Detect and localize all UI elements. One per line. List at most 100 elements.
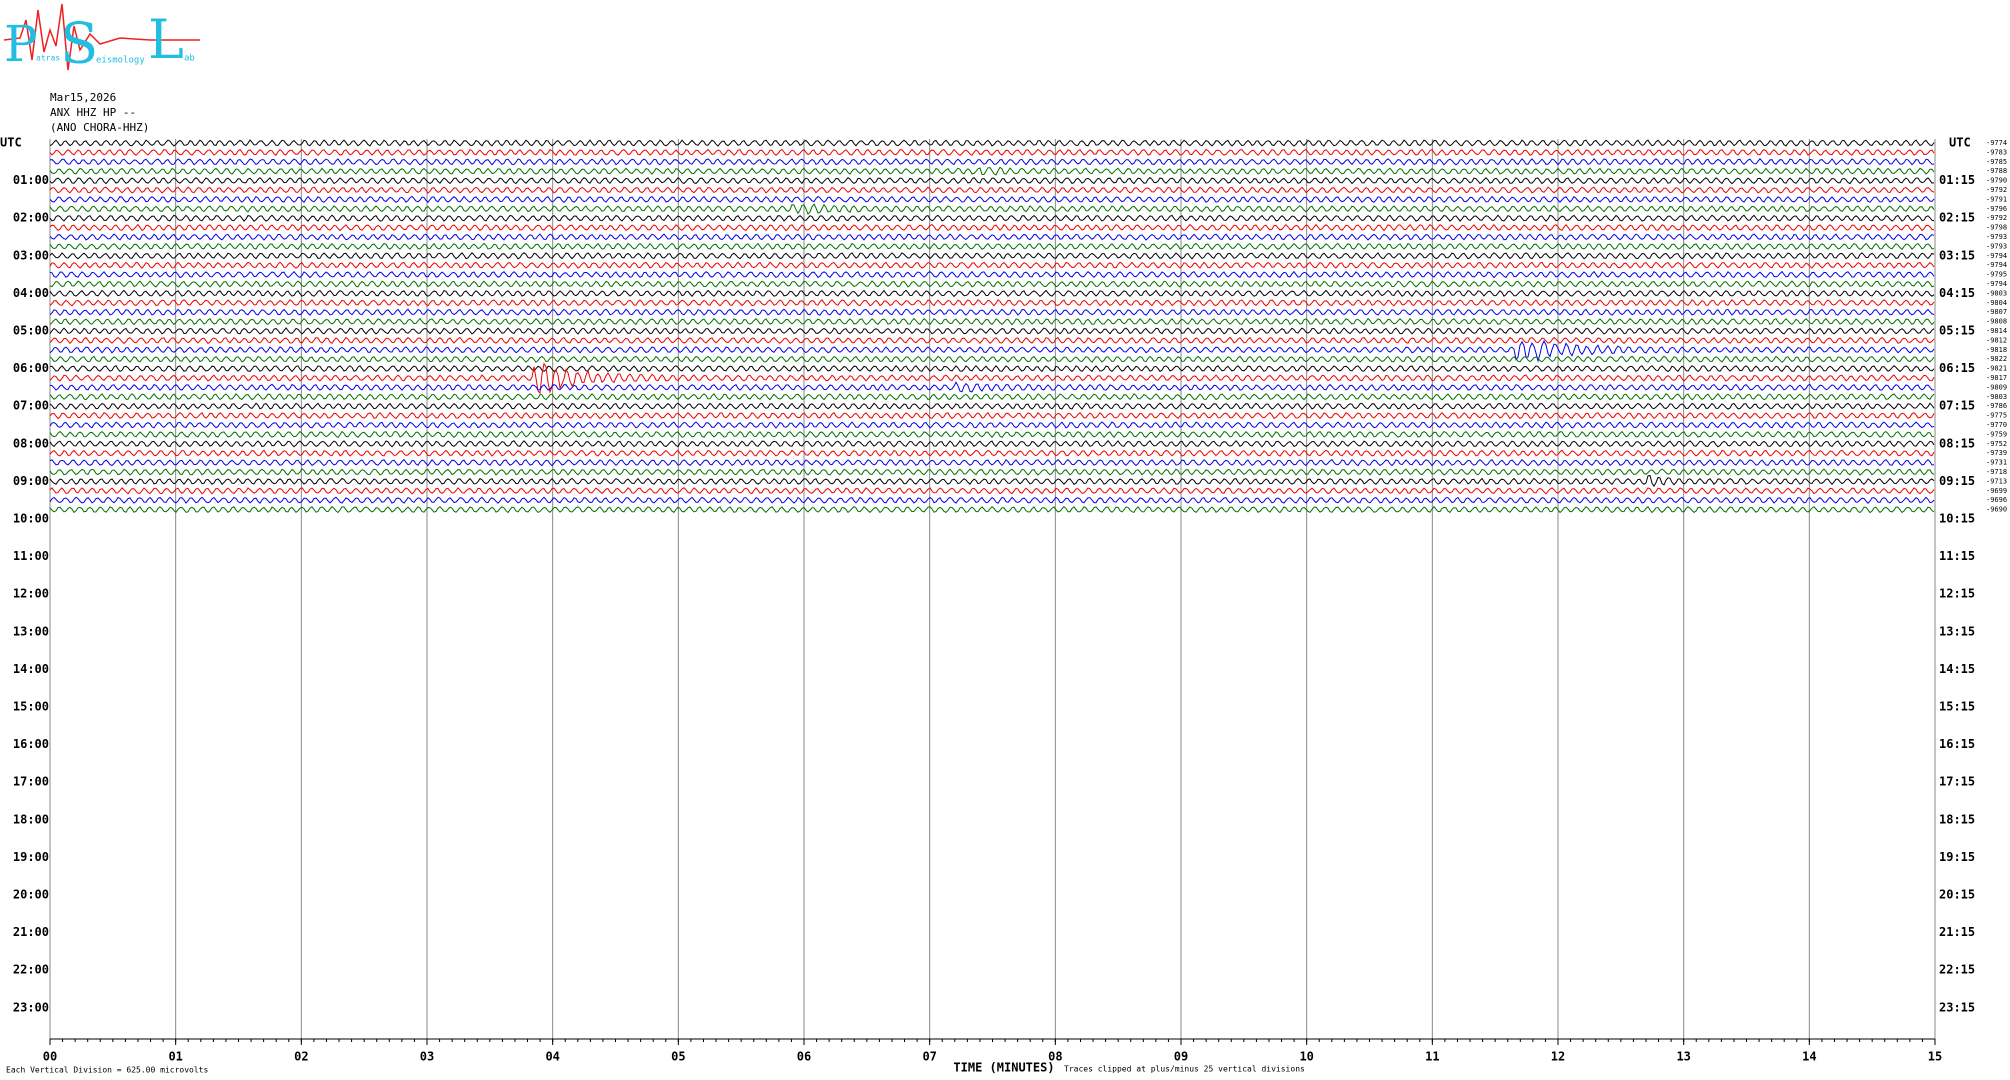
right-time-label: 14:15: [1939, 662, 1975, 676]
trace-offset: -9814: [1986, 327, 2007, 335]
trace-offset: -9804: [1986, 299, 2007, 307]
left-time-label: 09:00: [13, 474, 49, 488]
trace-offset: -9775: [1986, 412, 2007, 420]
trace: [49, 270, 1935, 279]
trace: [49, 261, 1935, 269]
logo-word: eismology: [96, 56, 145, 66]
trace-offset: -9785: [1986, 158, 2007, 166]
left-time-label: UTC: [0, 136, 22, 150]
left-time-label: 06:00: [13, 361, 49, 375]
logo-wave: [3, 3, 200, 71]
right-time-label: 08:15: [1939, 436, 1975, 450]
x-tick-label: 05: [671, 1050, 685, 1064]
trace: [49, 299, 1935, 307]
date: Mar15,2026: [50, 91, 116, 104]
trace: [49, 505, 1935, 514]
trace-offset: -9812: [1986, 336, 2007, 344]
x-tick-label: 11: [1425, 1050, 1439, 1064]
trace-offset: -9790: [1986, 177, 2007, 185]
x-axis-title: TIME (MINUTES): [953, 1061, 1054, 1075]
trace: [49, 355, 1935, 363]
labels: 00 01 02 03 04 05 06 07 08 09 10 11 12 13 14 15 UTC 01:00…: [0, 136, 2007, 1064]
trace: [49, 308, 1935, 316]
trace: [49, 166, 1935, 176]
grid: [49, 139, 1936, 1045]
trace: [49, 475, 1935, 488]
traces: [49, 139, 1935, 514]
trace-offset: -9792: [1986, 214, 2007, 222]
trace: [49, 317, 1935, 326]
trace: [49, 242, 1934, 251]
left-time-label: 04:00: [13, 286, 49, 300]
trace-offset: -9796: [1986, 205, 2007, 213]
right-time-label: 16:15: [1939, 737, 1975, 751]
right-time-label: 23:15: [1939, 1000, 1975, 1014]
trace-offset: -9794: [1986, 261, 2007, 269]
x-tick-label: 15: [1928, 1050, 1942, 1064]
trace-offset: -9783: [1986, 148, 2007, 156]
trace: [49, 289, 1935, 298]
trace: [49, 440, 1935, 448]
trace-offset: -9696: [1986, 496, 2007, 504]
left-time-label: 02:00: [13, 211, 49, 225]
logo-word: ab: [184, 54, 195, 64]
trace-offset: -9817: [1986, 374, 2007, 382]
clip-note: Traces clipped at plus/minus 25 vertical…: [1064, 1065, 1305, 1074]
trace-offset: -9822: [1986, 355, 2007, 363]
trace-offset: -9713: [1986, 477, 2007, 485]
trace: [49, 468, 1935, 476]
left-time-label: 23:00: [13, 1000, 49, 1014]
x-tick-label: 01: [168, 1050, 182, 1064]
logo-letter: L: [148, 8, 184, 71]
logo-letter: S: [60, 12, 98, 77]
x-tick-label: 00: [43, 1050, 57, 1064]
trace: [49, 186, 1935, 194]
right-time-label: 01:15: [1939, 173, 1975, 187]
trace: [50, 364, 1935, 373]
left-time-label: 05:00: [13, 324, 49, 338]
left-time-label: 22:00: [13, 963, 49, 977]
left-time-label: 13:00: [13, 624, 49, 638]
trace: [49, 148, 1935, 157]
trace-offset: -9786: [1986, 402, 2007, 410]
right-time-label: 02:15: [1939, 211, 1975, 225]
left-time-label: 20:00: [13, 888, 49, 902]
x-tick-label: 06: [797, 1050, 811, 1064]
left-time-label: 10:00: [13, 512, 49, 526]
trace: [49, 449, 1935, 457]
trace-offset: -9793: [1986, 233, 2007, 241]
trace: [49, 496, 1935, 504]
right-time-label: 03:15: [1939, 248, 1975, 262]
trace-offset: -9788: [1986, 167, 2007, 175]
trace: [49, 327, 1935, 335]
trace: [49, 223, 1935, 232]
trace-offset: -9795: [1986, 271, 2007, 279]
left-time-label: 01:00: [13, 173, 49, 187]
trace-offset: -9803: [1986, 393, 2007, 401]
trace: [49, 362, 1935, 395]
right-time-label: 15:15: [1939, 700, 1975, 714]
right-time-label: 21:15: [1939, 925, 1975, 939]
trace: [49, 381, 1935, 393]
trace-offset: -9770: [1986, 421, 2007, 429]
right-time-label: 17:15: [1939, 775, 1975, 789]
right-time-label: 20:15: [1939, 888, 1975, 902]
x-tick-label: 07: [922, 1050, 936, 1064]
right-time-label: 07:15: [1939, 399, 1975, 413]
trace-offset: -9690: [1986, 506, 2007, 514]
right-time-label: 13:15: [1939, 624, 1975, 638]
trace: [49, 487, 1935, 495]
trace-offset: -9821: [1986, 365, 2007, 373]
x-tick-label: 12: [1551, 1050, 1565, 1064]
trace-offset: -9752: [1986, 440, 2007, 448]
right-time-label: 05:15: [1939, 324, 1975, 338]
trace-offset: -9739: [1986, 449, 2007, 457]
trace-offset: -9699: [1986, 487, 2007, 495]
x-tick-label: 04: [545, 1050, 559, 1064]
left-time-label: 18:00: [13, 812, 49, 826]
trace: [49, 176, 1935, 185]
trace: [49, 280, 1935, 288]
trace-offset: -9774: [1986, 139, 2007, 147]
x-tick-label: 08: [1048, 1050, 1062, 1064]
trace-offset: -9793: [1986, 242, 2007, 250]
